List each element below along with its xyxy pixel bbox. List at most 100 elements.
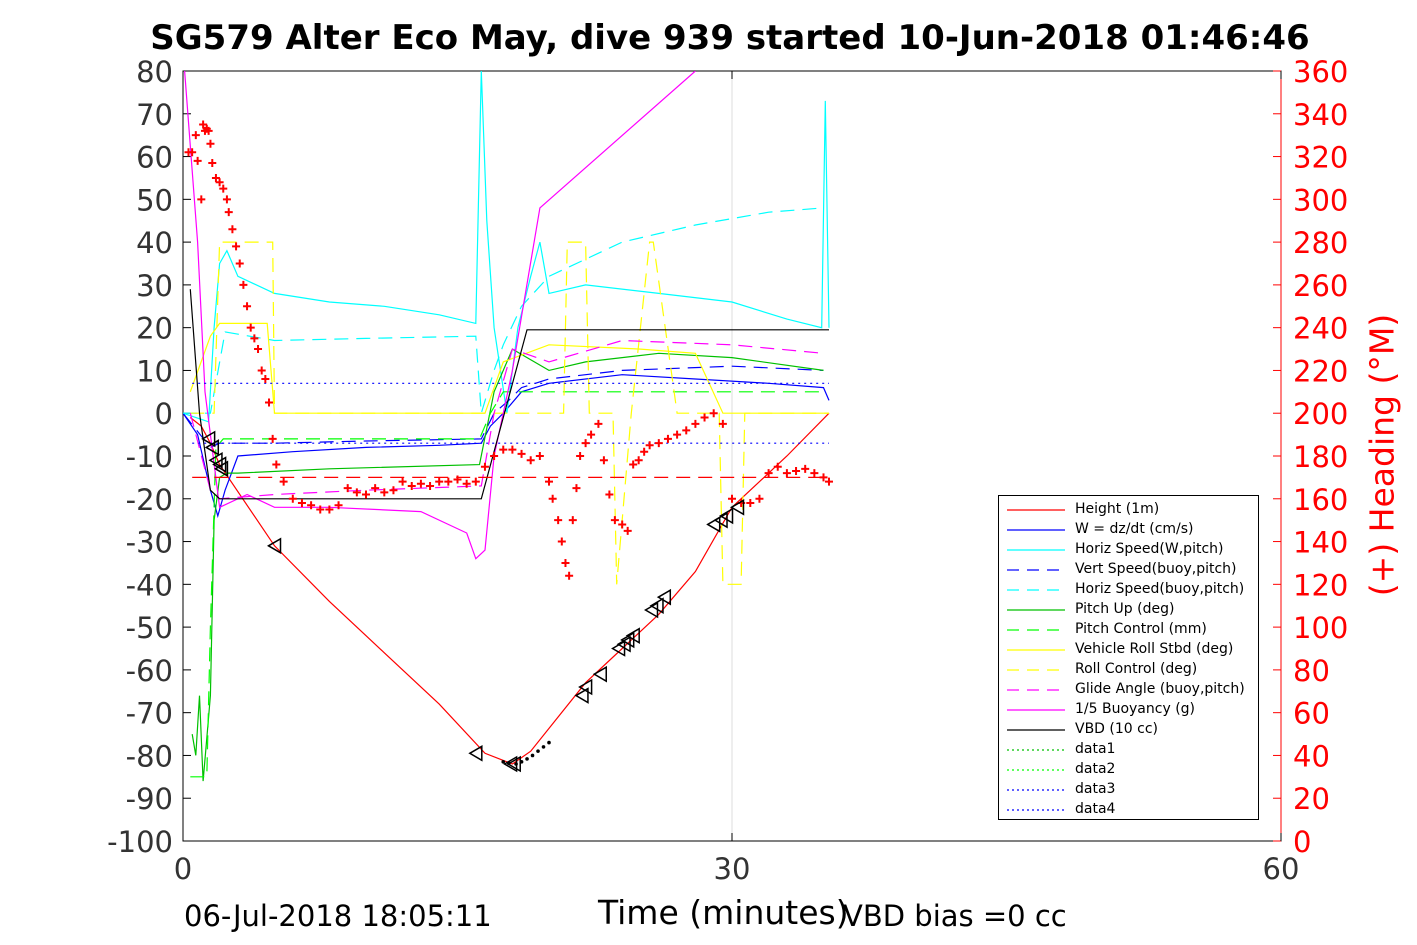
heading-point [471,477,480,486]
triangle-marker [506,755,521,773]
legend-item: 1/5 Buoyancy (g) [999,700,1258,720]
heading-point [691,419,700,428]
heading-point [746,499,755,508]
triangle-marker [730,499,745,516]
legend-item: VBD (10 cc) [999,720,1258,740]
legend-label: Glide Angle (buoy,pitch) [1075,681,1245,697]
y-tick-label-left: -60 [126,654,173,688]
heading-point [272,460,281,469]
y-tick-label-left: 0 [155,397,173,431]
legend-swatch [1007,729,1065,731]
heading-point [254,345,263,354]
legend-item: data4 [999,800,1258,820]
heading-point [773,462,782,471]
heading-point [232,242,241,251]
footer-date: 06-Jul-2018 18:05:11 [184,899,492,933]
y-tick-label-right: 0 [1293,825,1311,859]
y-tick-label-right: 100 [1293,611,1348,645]
heading-point [810,469,819,478]
y-tick-label-right: 300 [1293,183,1348,217]
heading-point [435,477,444,486]
heading-point [352,488,361,497]
heading-point [199,120,208,129]
heading-point [629,460,638,469]
legend-swatch [1007,629,1065,631]
heading-point [548,494,557,503]
heading-point [250,334,259,343]
y-tick-label-left: -100 [107,825,173,859]
legend-item: Horiz Speed(buoy,pitch) [999,580,1258,600]
triangle-marker [204,439,220,456]
y-tick-label-right: 60 [1293,697,1330,731]
y-tick-label-left: -70 [126,697,173,731]
y-tick-label-left: 30 [136,269,173,303]
legend-label: Roll Control (deg) [1075,661,1198,677]
heading-point [535,452,544,460]
legend-swatch [1007,589,1065,591]
heading-point [288,494,297,503]
heading-point [215,178,224,187]
y-axis-right: 3603403203002802602402202001801601401201… [1273,55,1348,859]
y-tick-label-left: 60 [136,141,173,175]
triangle-marker [578,678,593,696]
heading-point [191,131,200,140]
legend-label: Pitch Up (deg) [1075,601,1175,617]
x-tick-label: 0 [174,852,192,886]
heading-point [398,477,407,486]
legend-swatch [1007,669,1065,671]
heading-point [243,302,252,311]
y-tick-label-left: 50 [136,183,173,217]
heading-point [526,456,535,465]
heading-point [343,484,352,493]
triangle-marker [649,597,664,615]
heading-point [782,469,791,478]
legend-label: data4 [1075,801,1116,817]
legend-swatch [1007,609,1065,611]
triangle-marker [267,537,282,555]
dot-marker [514,762,518,766]
heading-point [268,434,277,443]
heading-point [610,516,619,525]
legend-item: data3 [999,780,1258,800]
dot-marker [530,753,535,758]
y-tick-label-right: 80 [1293,654,1330,688]
legend: Height (1m) W = dz/dt (cm/s) Horiz Speed(W… [998,495,1259,820]
series-line-6 [190,391,824,778]
dot-marker [525,757,529,761]
heading-point [517,449,526,458]
legend-item: Glide Angle (buoy,pitch) [999,680,1258,700]
y-axis-left: 80 70 60 50 40 30 20 10 0 -10 -20 -30 -40 -50 -60 -70 -8… [107,55,191,859]
x-tick-label: 30 [714,852,751,886]
triangle-marker [212,456,227,473]
heading-point [371,484,380,493]
legend-swatch [1007,769,1065,771]
series-line-10 [184,71,696,560]
heading-point [334,501,343,510]
heading-point [407,481,416,490]
dot-marker [501,760,506,764]
heading-point [206,139,215,148]
triangle-marker [468,744,483,762]
chart-title: SG579 Alter Eco May, dive 939 started 10… [150,18,1310,58]
y-tick-label-right: 360 [1293,55,1348,89]
heading-point [462,479,471,488]
legend-swatch [1007,809,1065,811]
dot-marker [519,760,524,764]
heading-point [362,490,370,499]
y-tick-label-left: 40 [136,226,173,260]
heading-point [594,419,603,428]
x-tick-label: 60 [1263,852,1300,886]
y-tick-label-right: 160 [1293,483,1348,517]
legend-swatch [1007,789,1065,791]
heading-point [499,445,508,454]
legend-item: Pitch Control (mm) [999,620,1258,640]
triangle-marker [201,430,216,448]
legend-label: Vehicle Roll Stbd (deg) [1075,641,1234,657]
heading-point [718,419,727,428]
dot-marker [547,740,551,745]
heading-point [222,195,231,204]
legend-item: data1 [999,740,1258,760]
heading-point [824,477,833,486]
heading-point [819,473,828,482]
y-tick-label-left: -20 [126,483,173,517]
